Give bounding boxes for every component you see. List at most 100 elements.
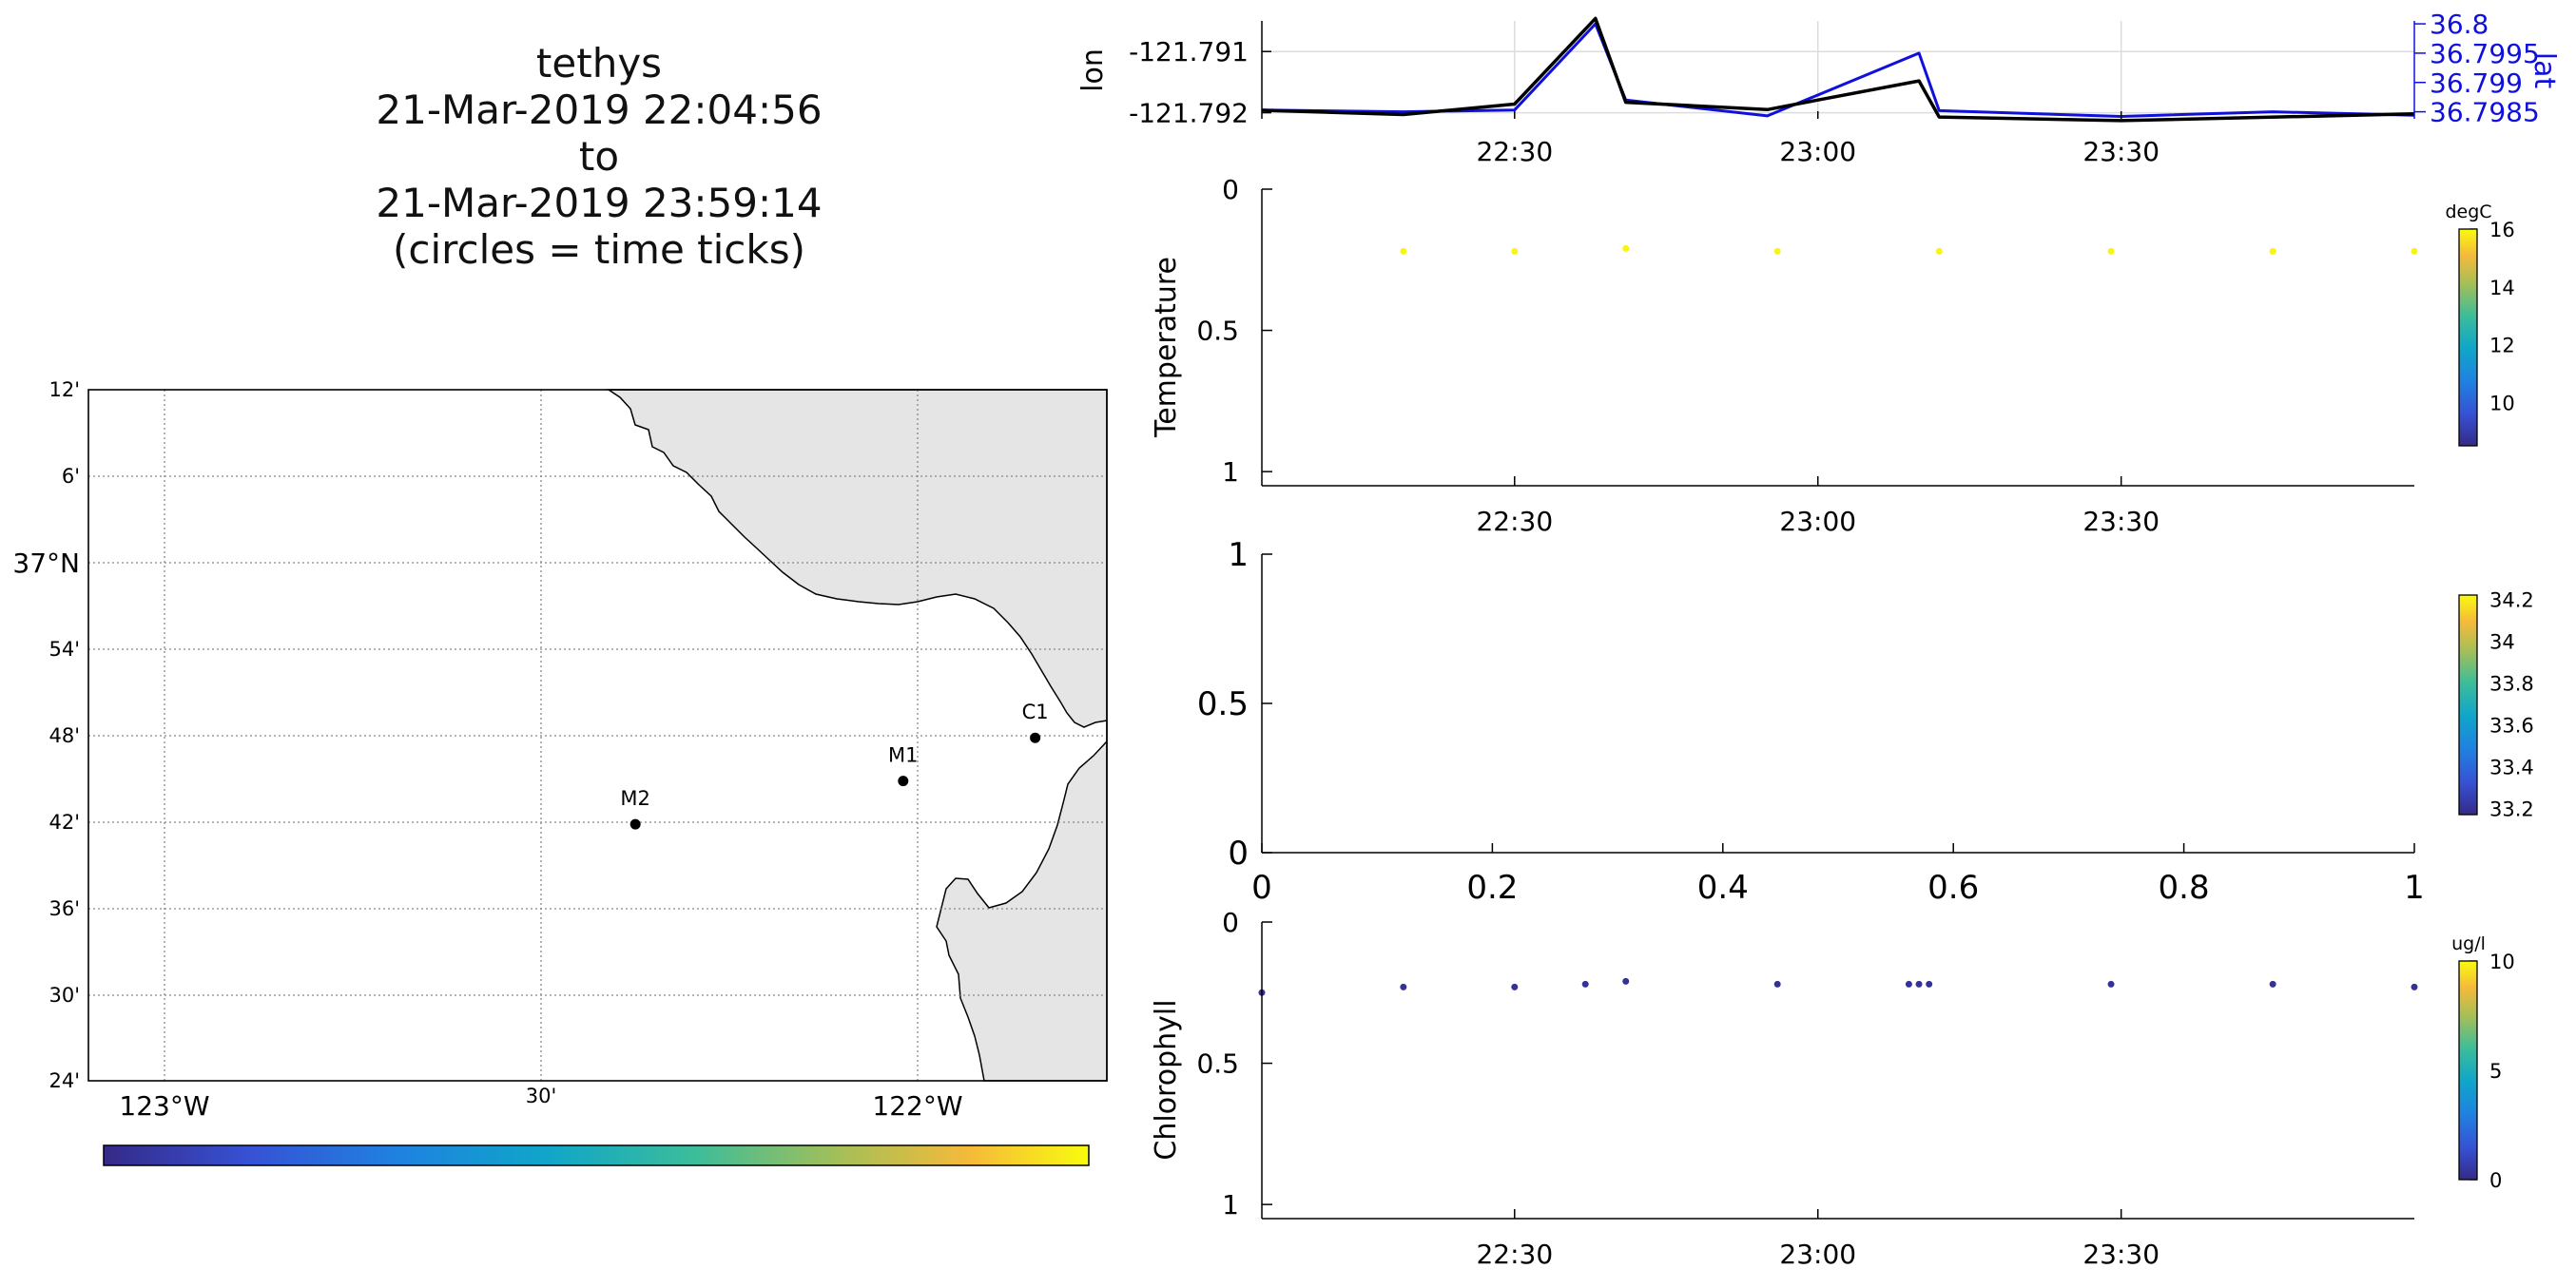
temperature-panel: 22:30 23:00 23:30 0 0.5 1 Temperature 16 14 12 10 d… bbox=[1150, 174, 2515, 537]
map-y-tick-label: 36' bbox=[49, 897, 81, 920]
map-axis-labels: 123°W 30' 122°W 12' 6' 37°N 54' 48' 42' 36' 30' 24' bbox=[12, 378, 962, 1122]
station-marker bbox=[898, 776, 909, 787]
data-point bbox=[1511, 983, 1519, 990]
colorbar-unit-label: ug/l bbox=[2451, 933, 2486, 954]
temperature-colorbar bbox=[2458, 228, 2478, 447]
colorbar-tick-label: 33.8 bbox=[2489, 672, 2534, 695]
lonlat-y2-axis-label: lat bbox=[2528, 52, 2561, 89]
lonlat-x-tick-label: 22:30 bbox=[1476, 136, 1553, 167]
colorbar-tick-label: 10 bbox=[2489, 951, 2515, 973]
y-tick-label: 1 bbox=[1222, 1189, 1239, 1221]
y-tick-label: 0 bbox=[1222, 907, 1239, 938]
title-line: to bbox=[578, 133, 620, 180]
x-tick-label: 0 bbox=[1251, 869, 1272, 907]
y-tick-label: 0 bbox=[1222, 174, 1239, 205]
colorbar-tick-label: 0 bbox=[2489, 1169, 2502, 1192]
salinity-panel: 0 0.2 0.4 0.6 0.8 1 1 0.5 0 34.2 34 33.8 33.6 33.4 33.… bbox=[1197, 536, 2534, 907]
x-tick-label: 23:30 bbox=[2082, 1239, 2160, 1270]
chlorophyll-colorbar bbox=[2458, 960, 2478, 1181]
data-point bbox=[1905, 980, 1912, 988]
lonlat-labels: 22:30 23:00 23:30-121.791-121.79236.836.79… bbox=[1076, 9, 2561, 167]
map-y-tick-label: 48' bbox=[49, 724, 81, 747]
title-line: 21-Mar-2019 23:59:14 bbox=[376, 180, 823, 226]
y-tick-label: 1 bbox=[1228, 536, 1249, 574]
temperature-labels: 22:30 23:00 23:30 0 0.5 1 Temperature 16 14 12 10 d… bbox=[1150, 174, 2515, 537]
data-point bbox=[1400, 247, 1407, 255]
figure-title: tethys 21-Mar-2019 22:04:56 to 21-Mar-20… bbox=[314, 40, 884, 273]
x-tick-label: 0.4 bbox=[1697, 869, 1749, 907]
map-stations: C1 M1 M2 bbox=[620, 701, 1049, 830]
station-label: M2 bbox=[620, 787, 649, 810]
station-label: M1 bbox=[888, 744, 918, 767]
colorbar-tick-label: 33.6 bbox=[2489, 714, 2534, 737]
lonlat-panel: 22:30 23:00 23:30-121.791-121.79236.836.79… bbox=[1076, 9, 2561, 167]
map-y-tick-label: 54' bbox=[49, 638, 81, 661]
map-panel: C1 M1 M2 123°W 30' 122°W 12' 6' 37°N 54' 48' 42' 36… bbox=[12, 378, 1108, 1166]
title-line: tethys bbox=[535, 40, 663, 87]
chlorophyll-labels: 22:30 23:00 23:30 0 0.5 1 Chlorophyll 10 5 0 ug/l bbox=[1150, 907, 2515, 1270]
lonlat-x-tick-label: 23:00 bbox=[1779, 136, 1856, 167]
chlorophyll-panel: 22:30 23:00 23:30 0 0.5 1 Chlorophyll 10 5 0 ug/l bbox=[1150, 907, 2515, 1270]
data-point bbox=[2269, 980, 2276, 988]
x-tick-label: 23:30 bbox=[2082, 506, 2160, 537]
lonlat-y2-tick-label: 36.7995 bbox=[2430, 38, 2540, 69]
lonlat-grid bbox=[1262, 21, 2414, 119]
x-tick-label: 23:00 bbox=[1779, 506, 1856, 537]
data-point bbox=[1935, 247, 1943, 255]
colorbar-tick-label: 16 bbox=[2489, 219, 2515, 241]
x-tick-label: 0.2 bbox=[1466, 869, 1518, 907]
station-marker bbox=[629, 818, 641, 830]
data-point bbox=[2107, 247, 2115, 255]
data-point bbox=[1622, 244, 1630, 252]
data-point bbox=[1773, 247, 1781, 255]
lonlat-y2-tick-label: 36.799 bbox=[2430, 67, 2523, 99]
data-point bbox=[1622, 977, 1630, 985]
map-y-tick-label: 30' bbox=[49, 984, 81, 1007]
data-point bbox=[1915, 980, 1923, 988]
map-x-tick-label: 122°W bbox=[872, 1090, 962, 1122]
map-y-tick-label: 37°N bbox=[12, 548, 80, 579]
title-line: 21-Mar-2019 22:04:56 bbox=[376, 87, 823, 133]
title-line: (circles = time ticks) bbox=[393, 226, 805, 273]
colorbar-tick-label: 12 bbox=[2489, 335, 2515, 357]
map-x-tick-label: 30' bbox=[526, 1085, 557, 1107]
x-tick-label: 23:00 bbox=[1779, 1239, 1856, 1270]
data-point bbox=[1926, 980, 1933, 988]
data-point bbox=[1400, 983, 1407, 990]
map-y-tick-label: 42' bbox=[49, 811, 81, 834]
x-tick-label: 22:30 bbox=[1476, 1239, 1553, 1270]
data-point bbox=[1581, 980, 1589, 988]
chlorophyll-points bbox=[1258, 977, 2418, 996]
station-label: C1 bbox=[1022, 701, 1049, 723]
salinity-labels: 0 0.2 0.4 0.6 0.8 1 1 0.5 0 34.2 34 33.8 33.6 33.4 33.… bbox=[1197, 536, 2534, 907]
lonlat-y2-tick-label: 36.8 bbox=[2430, 9, 2489, 40]
lonlat-y-tick-label: -121.792 bbox=[1129, 98, 1249, 129]
lon-series-line bbox=[1261, 16, 2415, 123]
map-y-tick-label: 12' bbox=[49, 378, 81, 401]
data-point bbox=[1773, 980, 1781, 988]
lonlat-y-axis-label: lon bbox=[1076, 48, 1110, 92]
colorbar-tick-label: 34 bbox=[2489, 630, 2515, 653]
y-tick-label: 1 bbox=[1222, 456, 1239, 488]
colorbar-tick-label: 5 bbox=[2489, 1060, 2502, 1083]
lonlat-series bbox=[1261, 16, 2415, 123]
colorbar-tick-label: 10 bbox=[2489, 392, 2515, 414]
x-tick-label: 0.8 bbox=[2159, 869, 2210, 907]
lat-series-line bbox=[1261, 22, 2415, 118]
y-tick-label: 0.5 bbox=[1196, 1048, 1239, 1080]
colorbar-tick-label: 34.2 bbox=[2489, 588, 2534, 611]
x-tick-label: 22:30 bbox=[1476, 506, 1553, 537]
y-tick-label: 0.5 bbox=[1197, 685, 1249, 723]
data-point bbox=[2269, 247, 2276, 255]
map-y-tick-label: 24' bbox=[49, 1069, 81, 1092]
lonlat-x-tick-label: 23:30 bbox=[2082, 136, 2160, 167]
temperature-axis-label: Temperature bbox=[1150, 257, 1183, 438]
x-tick-label: 1 bbox=[2404, 869, 2425, 907]
map-y-tick-label: 6' bbox=[62, 465, 80, 488]
x-tick-label: 0.6 bbox=[1927, 869, 1979, 907]
map-grid bbox=[88, 390, 1107, 1081]
salinity-colorbar bbox=[2458, 594, 2478, 816]
data-point bbox=[2411, 983, 2418, 990]
data-point bbox=[2411, 247, 2418, 255]
